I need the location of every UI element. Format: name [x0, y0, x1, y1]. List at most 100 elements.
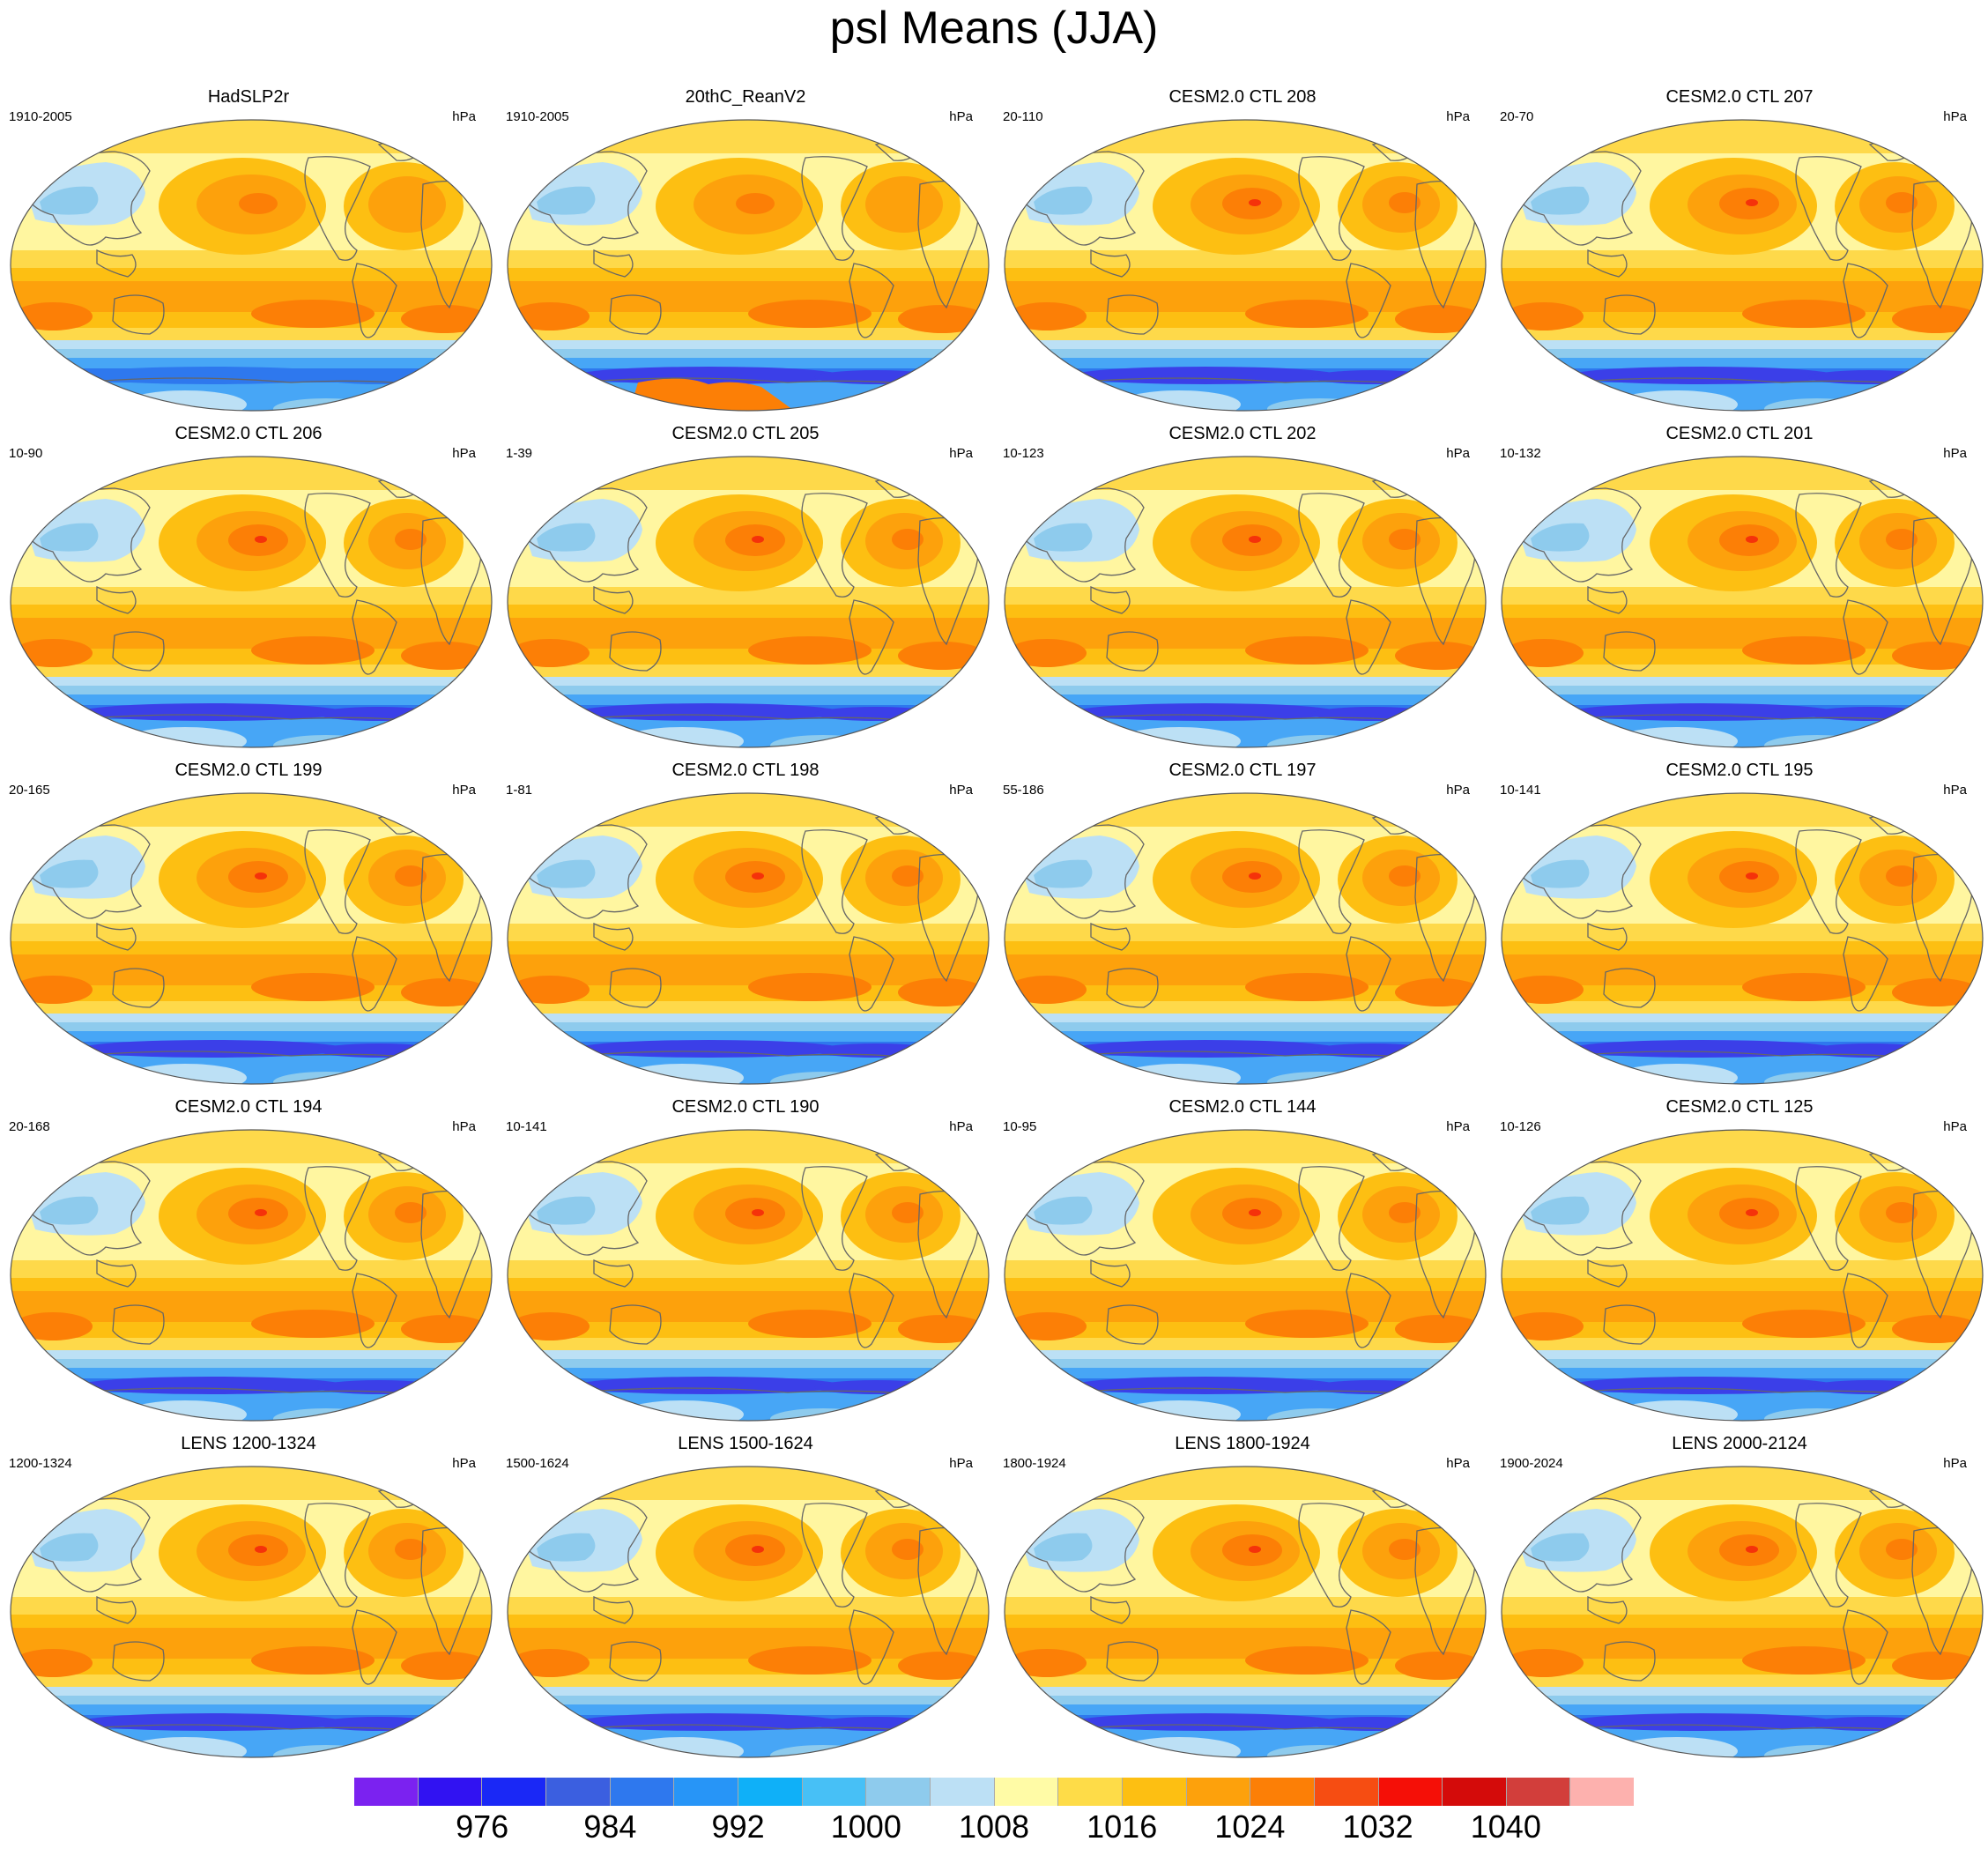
panel-years: 10-141 — [1500, 783, 1541, 798]
band-0 — [11, 1467, 492, 1500]
band-11 — [1502, 1056, 1983, 1084]
coastline-4 — [1843, 1609, 1888, 1685]
panel-years: 10-90 — [9, 446, 43, 461]
southern-high-0 — [510, 1312, 590, 1340]
band-3 — [508, 941, 989, 954]
map-border — [1501, 1129, 1984, 1422]
coastline-2 — [1106, 294, 1159, 335]
panel-years: 1900-2024 — [1500, 1456, 1563, 1471]
band-0 — [11, 1130, 492, 1163]
coastline-3 — [1298, 1166, 1365, 1271]
band-0 — [508, 1467, 989, 1500]
map-border — [1501, 119, 1984, 412]
southern-high-0 — [1007, 976, 1087, 1004]
coastline-0 — [523, 151, 648, 246]
southern-high-0 — [1007, 1649, 1087, 1677]
southern-high-1 — [748, 1646, 872, 1674]
coastline-3 — [304, 156, 371, 261]
coastline-2 — [112, 1641, 165, 1682]
band-4 — [1502, 281, 1983, 312]
azores-high-core — [892, 865, 924, 887]
robinson-map — [1004, 1129, 1487, 1422]
band-9 — [1005, 1031, 1486, 1042]
band-3 — [1005, 1278, 1486, 1291]
southern-high-2 — [1892, 1652, 1980, 1680]
north-pacific-high-peak — [1746, 873, 1758, 880]
map-border — [10, 456, 493, 748]
colorbar-box — [1443, 1778, 1507, 1806]
panel-title: CESM2.0 CTL 207 — [1665, 87, 1814, 107]
coastline-7 — [1569, 1387, 1924, 1398]
band-9 — [508, 1031, 989, 1042]
coastline-1 — [96, 1595, 137, 1624]
coastline-2 — [1603, 1641, 1656, 1682]
coastline-2 — [1603, 294, 1656, 335]
band-3 — [1502, 605, 1983, 618]
north-pacific-high-peak — [255, 1546, 267, 1553]
azores-high-core — [395, 865, 427, 887]
coastline-4 — [849, 1609, 894, 1685]
band-8 — [1502, 1022, 1983, 1031]
panel-years: 1500-1624 — [506, 1456, 569, 1471]
azores-high-core — [395, 1202, 427, 1223]
antarctic-low — [1117, 1737, 1241, 1757]
panel-years: 1800-1924 — [1003, 1456, 1066, 1471]
azores-high-mid — [865, 176, 943, 233]
panel-title: LENS 1200-1324 — [181, 1434, 316, 1453]
southern-high-0 — [13, 976, 93, 1004]
north-pacific-high-peak — [1249, 873, 1261, 880]
panel-title: CESM2.0 CTL 205 — [671, 424, 820, 443]
panel-years: 1910-2005 — [9, 109, 72, 124]
band-11 — [1005, 382, 1486, 411]
map-panel: CESM2.0 CTL 201 10-132 hPa — [1491, 420, 1988, 754]
azores-high-mid — [368, 176, 446, 233]
coastline-0 — [523, 1161, 648, 1256]
coastline-7 — [78, 1387, 433, 1398]
band-11 — [11, 382, 492, 411]
band-7 — [508, 1687, 989, 1696]
band-3 — [11, 1615, 492, 1628]
coastline-4 — [352, 936, 397, 1012]
robinson-map — [1004, 456, 1487, 748]
band-8 — [11, 1696, 492, 1704]
map-border — [507, 792, 990, 1085]
coastline-7 — [1072, 1051, 1427, 1061]
band-4 — [1005, 1291, 1486, 1322]
band-4 — [1005, 281, 1486, 312]
north-pacific-high-core — [239, 193, 278, 214]
band-11 — [11, 1056, 492, 1084]
band-9 — [508, 1368, 989, 1378]
north-pacific-high-peak — [752, 536, 764, 543]
coastline-2 — [609, 1304, 662, 1345]
southern-high-1 — [251, 300, 375, 328]
southern-trough — [1570, 1713, 1835, 1731]
panel-units: hPa — [1943, 446, 1967, 461]
coastline-1 — [96, 922, 137, 951]
band-8 — [11, 349, 492, 358]
band-9 — [11, 1368, 492, 1378]
band-7 — [508, 1350, 989, 1359]
coastline-0 — [1020, 487, 1145, 583]
coastline-2 — [609, 631, 662, 672]
robinson-map — [10, 119, 493, 412]
band-11 — [1502, 719, 1983, 747]
azores-high-core — [1886, 1202, 1918, 1223]
colorbar-box — [994, 1778, 1059, 1806]
panel-title: CESM2.0 CTL 199 — [174, 761, 323, 780]
band-4 — [508, 618, 989, 649]
band-9 — [1502, 358, 1983, 368]
map-border — [1004, 119, 1487, 412]
colorbar-box — [1058, 1778, 1123, 1806]
southern-high-0 — [13, 302, 93, 330]
map-border — [1501, 792, 1984, 1085]
colorbar-box — [930, 1778, 995, 1806]
southern-high-2 — [401, 642, 489, 670]
band-0 — [1005, 1467, 1486, 1500]
coastline-4 — [849, 263, 894, 338]
band-7 — [508, 340, 989, 349]
southern-high-2 — [1892, 978, 1980, 1006]
southern-high-1 — [1245, 1310, 1369, 1338]
southern-high-1 — [1245, 300, 1369, 328]
coastline-7 — [1569, 1724, 1924, 1734]
band-3 — [1502, 941, 1983, 954]
